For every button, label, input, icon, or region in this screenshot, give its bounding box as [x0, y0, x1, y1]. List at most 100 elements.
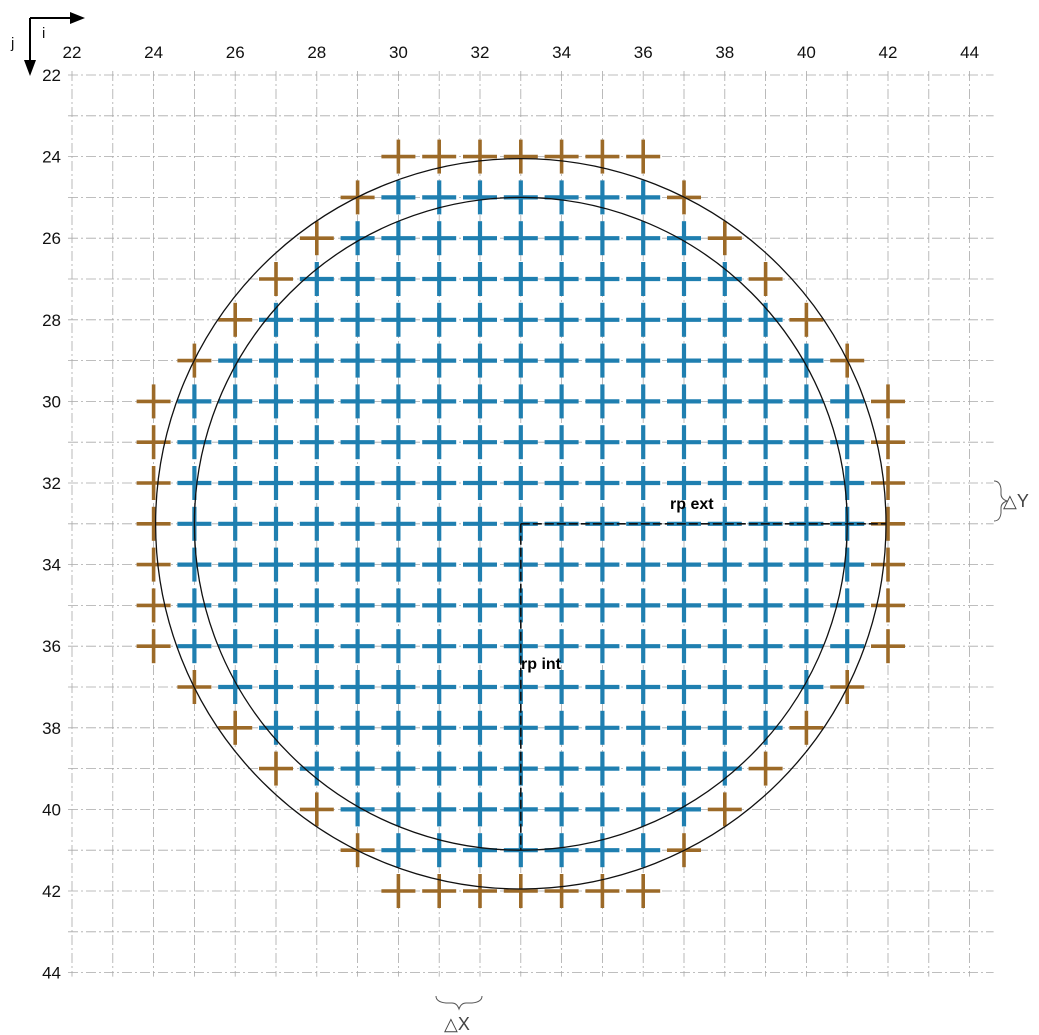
interior-cross — [789, 384, 824, 419]
interior-cross — [218, 384, 253, 419]
y-tick-label: 42 — [42, 882, 61, 901]
interior-cross — [626, 384, 661, 419]
interior-cross — [340, 629, 375, 664]
boundary-cross — [871, 425, 905, 460]
interior-cross — [218, 588, 253, 623]
interior-cross — [340, 751, 375, 786]
boundary-cross — [871, 547, 905, 582]
y-tick-label: 40 — [42, 800, 61, 819]
interior-cross — [299, 384, 334, 419]
interior-cross — [463, 262, 497, 296]
interior-cross — [503, 262, 538, 296]
boundary-cross — [503, 139, 538, 174]
interior-cross — [748, 343, 783, 378]
boundary-cross — [585, 874, 620, 908]
interior-cross — [667, 629, 701, 664]
interior-cross — [422, 833, 457, 868]
interior-cross — [422, 343, 457, 378]
boundary-cross — [871, 629, 905, 664]
interior-cross — [626, 833, 661, 868]
interior-cross — [381, 629, 416, 664]
y-tick-labels: 22 24 26 28 30 32 34 36 38 40 42 44 — [42, 66, 61, 983]
interior-cross — [544, 792, 579, 827]
interior-cross — [259, 547, 293, 582]
interior-cross — [544, 710, 579, 745]
interior-cross — [381, 180, 416, 215]
interior-cross — [544, 751, 579, 786]
interior-cross — [830, 384, 865, 419]
interior-cross — [299, 670, 334, 704]
interior-cross — [463, 833, 497, 868]
boundary-cross — [299, 792, 334, 827]
interior-cross — [544, 425, 579, 460]
boundary-cross — [422, 874, 457, 908]
interior-cross — [789, 425, 824, 460]
interior-cross — [463, 588, 497, 623]
interior-cross — [707, 547, 742, 582]
interior-cross — [830, 466, 865, 500]
j-axis-arrowhead — [24, 60, 36, 76]
y-tick-label: 24 — [42, 148, 61, 167]
j-axis-label: j — [10, 35, 14, 52]
interior-cross — [340, 792, 375, 827]
interior-cross — [626, 425, 661, 460]
boundary-cross — [136, 506, 171, 541]
interior-cross — [667, 751, 701, 786]
interior-cross — [422, 506, 457, 541]
interior-cross — [422, 466, 457, 500]
boundary-cross — [422, 139, 457, 174]
x-tick-label: 28 — [307, 43, 326, 62]
interior-cross — [830, 425, 865, 460]
interior-cross — [503, 221, 538, 256]
interior-cross — [218, 425, 253, 460]
interior-cross — [463, 221, 497, 256]
interior-cross — [748, 425, 783, 460]
interior-cross — [503, 302, 538, 337]
boundary-cross — [136, 588, 171, 623]
interior-cross — [177, 384, 212, 419]
interior-cross — [667, 710, 701, 745]
interior-cross — [463, 180, 497, 215]
x-tick-label: 32 — [471, 43, 490, 62]
interior-cross — [667, 302, 701, 337]
interior-cross — [789, 547, 824, 582]
interior-cross — [707, 302, 742, 337]
interior-cross — [626, 710, 661, 745]
interior-cross — [626, 547, 661, 582]
y-tick-label: 34 — [42, 556, 61, 575]
interior-cross — [299, 547, 334, 582]
interior-cross — [585, 506, 620, 541]
interior-cross — [177, 588, 212, 623]
interior-cross — [544, 466, 579, 500]
y-tick-label: 36 — [42, 637, 61, 656]
boundary-cross — [748, 751, 783, 786]
boundary-cross — [218, 710, 253, 745]
interior-cross — [585, 588, 620, 623]
interior-cross — [463, 506, 497, 541]
interior-cross — [177, 425, 212, 460]
boundary-cross — [585, 139, 620, 174]
interior-cross — [381, 343, 416, 378]
interior-cross — [544, 384, 579, 419]
interior-cross — [340, 710, 375, 745]
boundary-cross — [463, 874, 497, 908]
boundary-cross — [259, 262, 293, 296]
interior-cross — [259, 343, 293, 378]
interior-cross — [381, 506, 416, 541]
interior-cross — [463, 547, 497, 582]
interior-cross — [463, 710, 497, 745]
interior-cross — [707, 425, 742, 460]
delta-y-marker: △Y — [993, 480, 1029, 522]
interior-cross — [218, 506, 253, 541]
interior-cross — [463, 466, 497, 500]
interior-cross — [667, 425, 701, 460]
interior-cross — [748, 547, 783, 582]
interior-cross — [585, 547, 620, 582]
y-tick-label: 26 — [42, 229, 61, 248]
interior-cross — [707, 710, 742, 745]
interior-cross — [544, 302, 579, 337]
interior-cross — [381, 588, 416, 623]
interior-cross — [340, 302, 375, 337]
rp-ext-label: rp ext — [670, 496, 714, 513]
